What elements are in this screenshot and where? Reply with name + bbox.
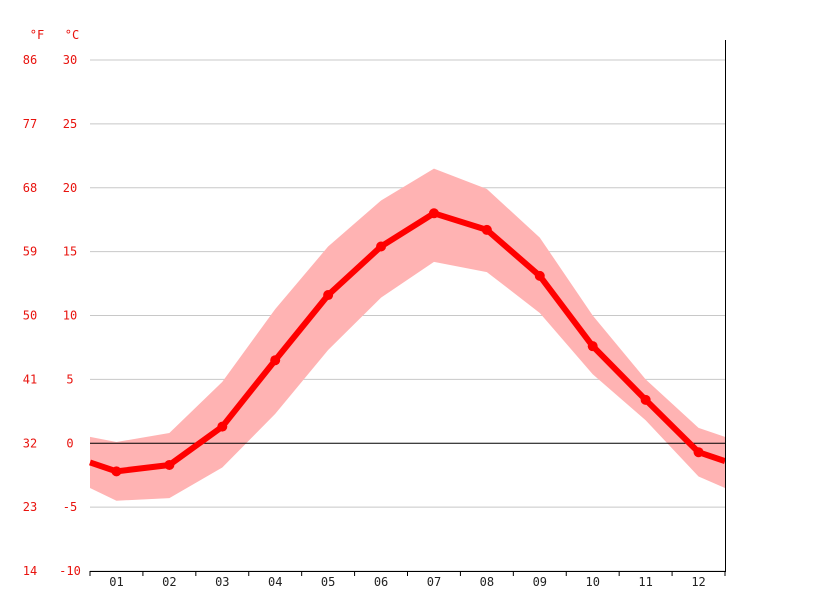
x-tick-label: 05: [321, 575, 335, 589]
data-point: [111, 466, 122, 477]
y-tick-label-f: 68: [23, 181, 37, 195]
x-tick-label: 01: [109, 575, 123, 589]
data-point: [640, 394, 651, 405]
data-point: [376, 241, 387, 252]
y-tick-label-f: 32: [23, 436, 37, 450]
data-point: [217, 421, 228, 432]
y-tick-label-c: 5: [66, 372, 73, 386]
data-point: [693, 447, 704, 458]
axis-layer: [89, 40, 726, 576]
range-band-layer: [90, 168, 725, 501]
y-tick-label-f: 77: [23, 117, 37, 131]
data-point: [481, 224, 492, 235]
data-point: [323, 290, 334, 301]
y-tick-label-f: 23: [23, 500, 37, 514]
data-point: [587, 341, 598, 352]
data-point: [534, 270, 545, 281]
x-tick-label: 03: [215, 575, 229, 589]
x-tick-label: 07: [427, 575, 441, 589]
y-tick-label-c: -5: [63, 500, 77, 514]
y-tick-label-c: 0: [66, 436, 73, 450]
y-tick-label-f: 50: [23, 309, 37, 323]
x-tick-label: 11: [638, 575, 652, 589]
x-tick-label: 08: [480, 575, 494, 589]
y-tick-label-c: 30: [63, 53, 77, 67]
data-point: [270, 355, 281, 366]
data-point: [428, 208, 439, 219]
y-tick-label-f: 14: [23, 564, 37, 578]
y-tick-label-c: 15: [63, 245, 77, 259]
x-tick-label: 10: [585, 575, 599, 589]
y-tick-label-f: 41: [23, 372, 37, 386]
gridlines: [90, 59, 725, 572]
y-tick-label-f: 59: [23, 245, 37, 259]
unit-celsius: °C: [65, 28, 79, 42]
y-tick-label-c: 10: [63, 309, 77, 323]
x-tick-label: 06: [374, 575, 388, 589]
y-tick-label-c: -10: [59, 564, 81, 578]
y-axis-fahrenheit: 86 77 68 59 50 41 32 23 14: [23, 53, 37, 578]
x-tick-label: 04: [268, 575, 282, 589]
y-axis-celsius: 30 25 20 15 10 5 0 -5 -10: [59, 53, 81, 578]
data-point: [164, 459, 175, 470]
x-tick-label: 02: [162, 575, 176, 589]
y-tick-label-c: 25: [63, 117, 77, 131]
y-tick-label-c: 20: [63, 181, 77, 195]
series-line-layer: [89, 208, 726, 477]
temperature-range-band: [90, 168, 725, 501]
average-temperature-line: [89, 210, 726, 475]
x-tick-label: 09: [533, 575, 547, 589]
x-axis-labels: 01 02 03 04 05 06 07 08 09 10 11 12: [109, 575, 706, 589]
x-tick-label: 12: [691, 575, 705, 589]
y-tick-label-f: 86: [23, 53, 37, 67]
unit-fahrenheit: °F: [30, 28, 44, 42]
